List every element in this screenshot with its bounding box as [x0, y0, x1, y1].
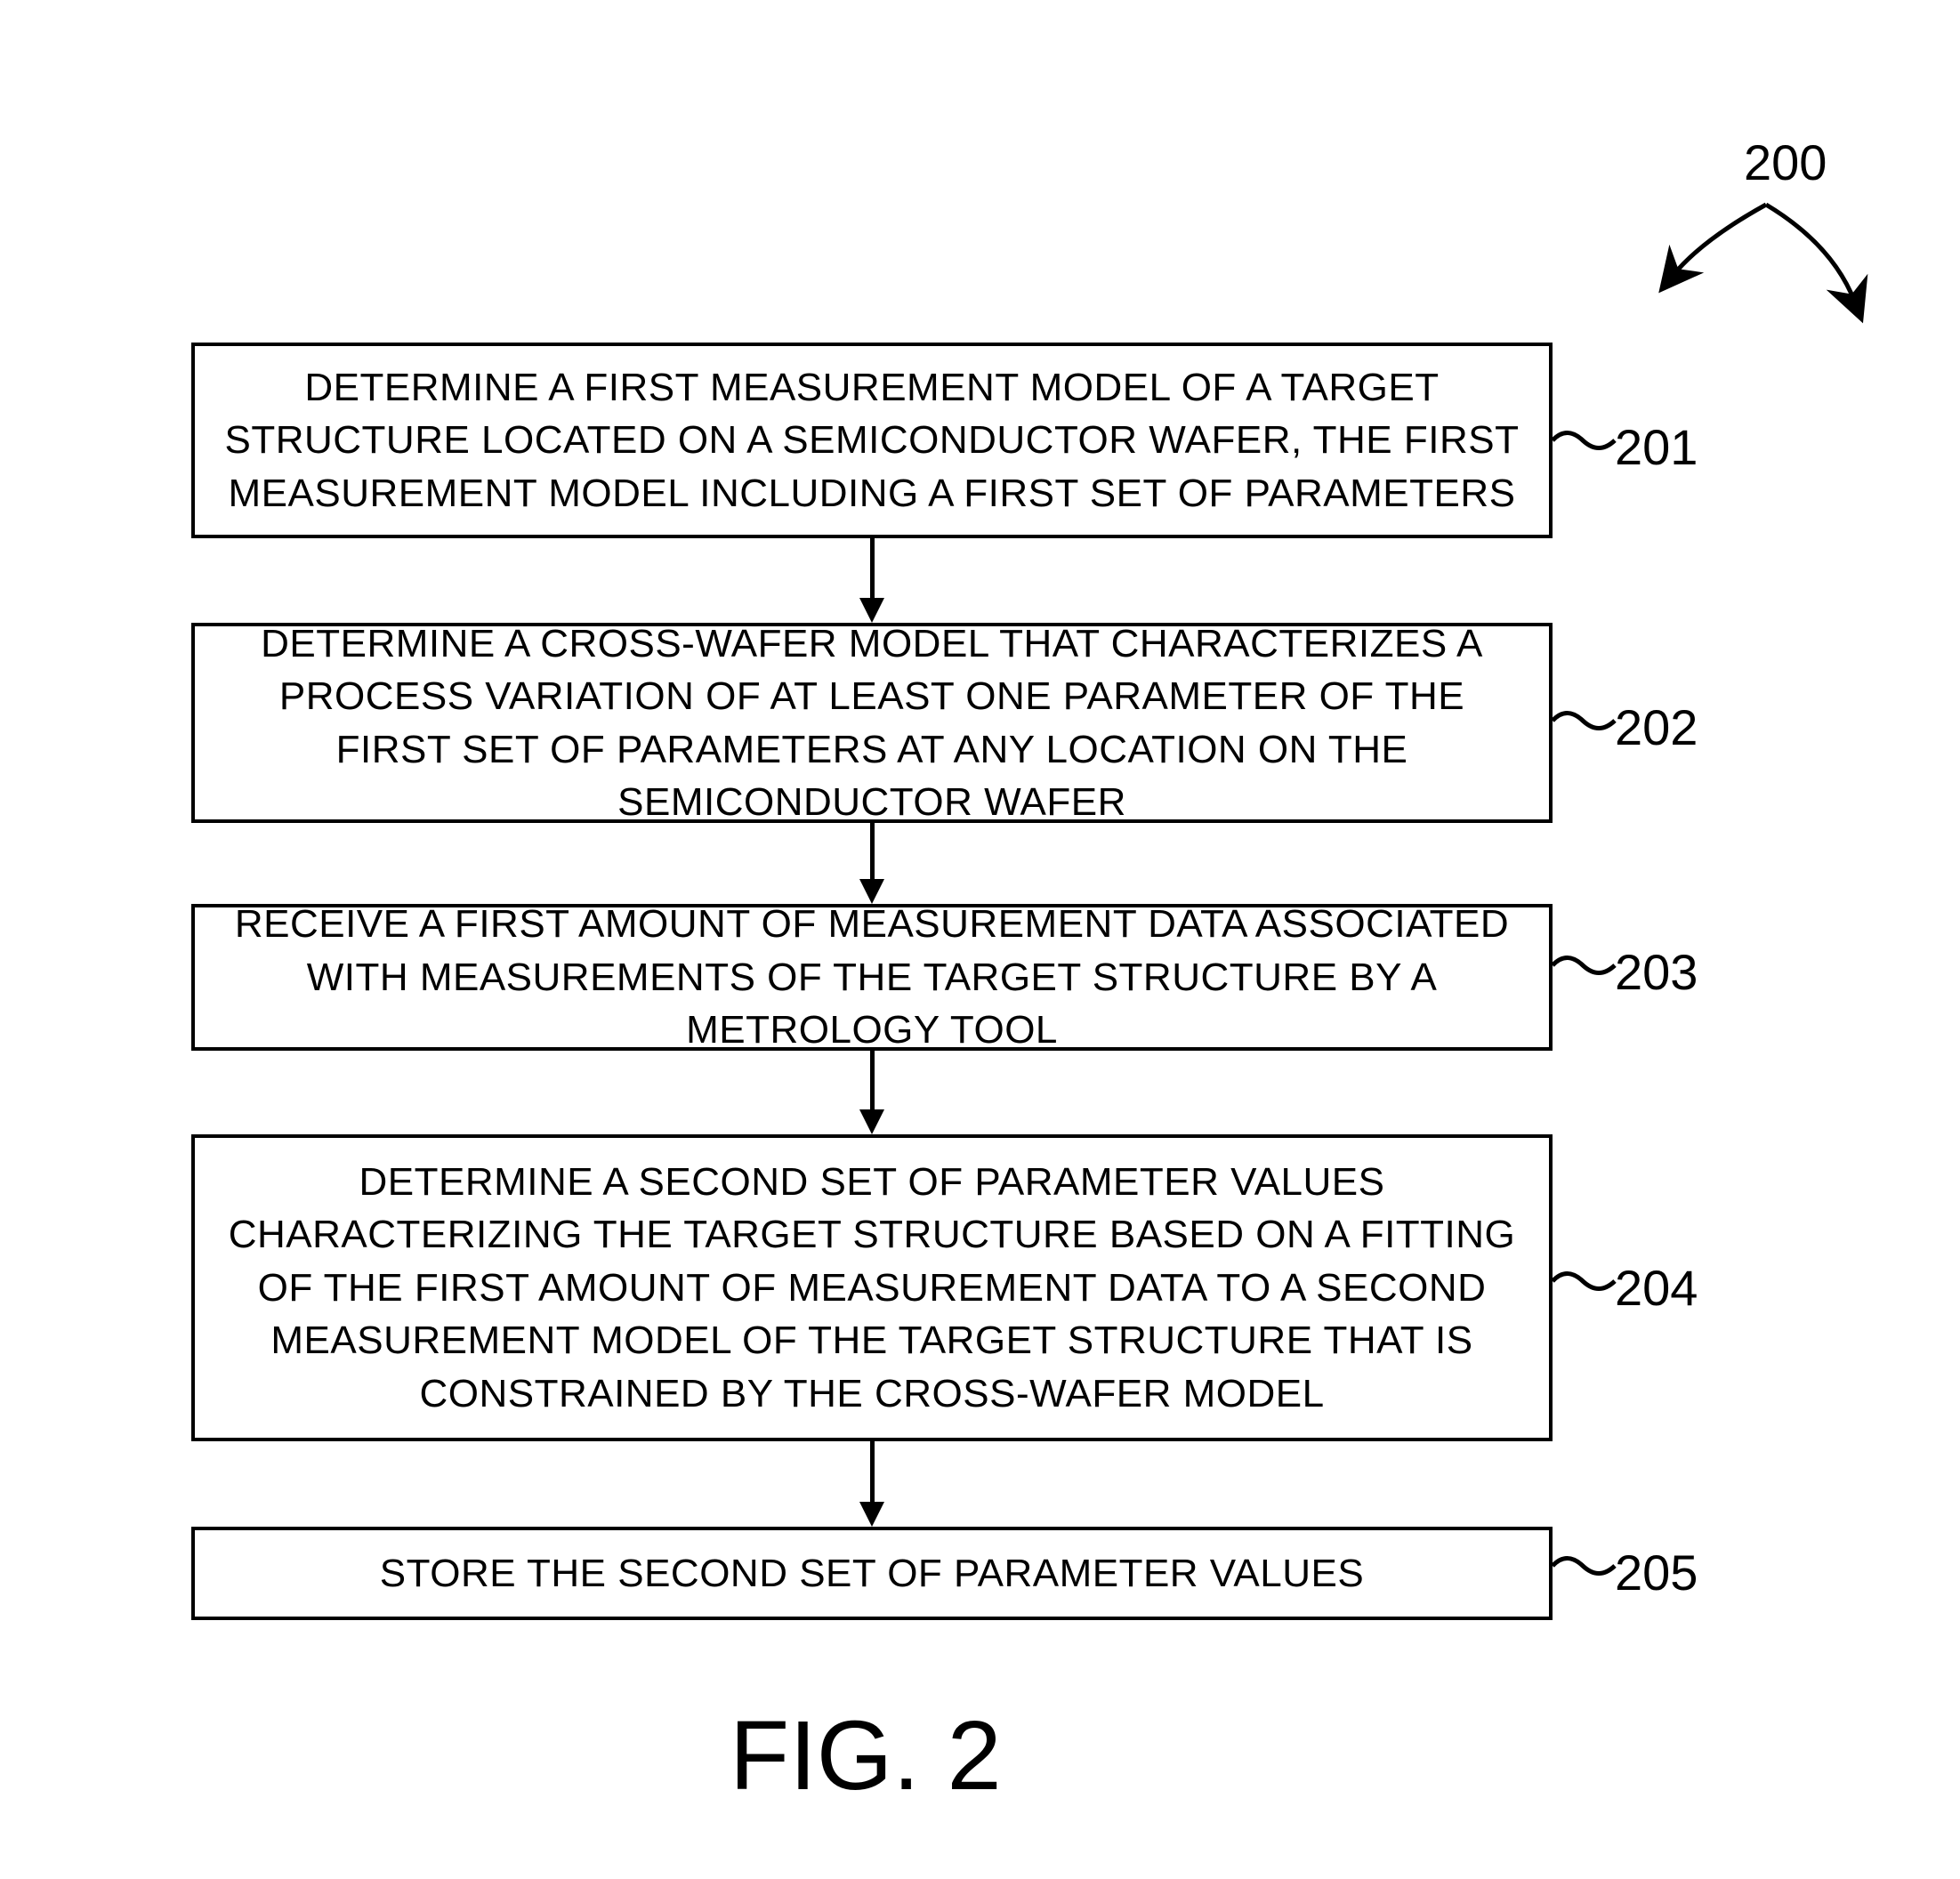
flowchart-step-201: DETERMINE A FIRST MEASUREMENT MODEL OF A…: [191, 343, 1553, 538]
flowchart-step-202: DETERMINE A CROSS-WAFER MODEL THAT CHARA…: [191, 623, 1553, 823]
connector-tilde-icon: [1551, 423, 1617, 458]
arrow-shaft: [870, 823, 875, 879]
connector-tilde-icon: [1551, 703, 1617, 738]
flowchart-step-205: STORE THE SECOND SET OF PARAMETER VALUES: [191, 1527, 1553, 1620]
arrow-shaft: [870, 1441, 875, 1502]
connector-tilde-icon: [1551, 948, 1617, 983]
arrow-head-icon: [859, 879, 884, 904]
connector-tilde-icon: [1551, 1263, 1617, 1299]
figure-caption: FIG. 2: [730, 1699, 1002, 1812]
arrow-shaft: [870, 1051, 875, 1109]
step-number-201: 201: [1615, 418, 1698, 476]
connector-tilde-icon: [1551, 1548, 1617, 1584]
step-number-202: 202: [1615, 698, 1698, 756]
step-number-203: 203: [1615, 943, 1698, 1001]
arrow-head-icon: [859, 1109, 884, 1134]
flowchart-step-204: DETERMINE A SECOND SET OF PARAMETER VALU…: [191, 1134, 1553, 1441]
arrow-head-icon: [859, 1502, 884, 1527]
step-number-205: 205: [1615, 1544, 1698, 1601]
flowchart-step-203: RECEIVE A FIRST AMOUNT OF MEASUREMENT DA…: [191, 904, 1553, 1051]
arrow-head-icon: [859, 598, 884, 623]
step-number-204: 204: [1615, 1259, 1698, 1317]
arrow-shaft: [870, 538, 875, 598]
